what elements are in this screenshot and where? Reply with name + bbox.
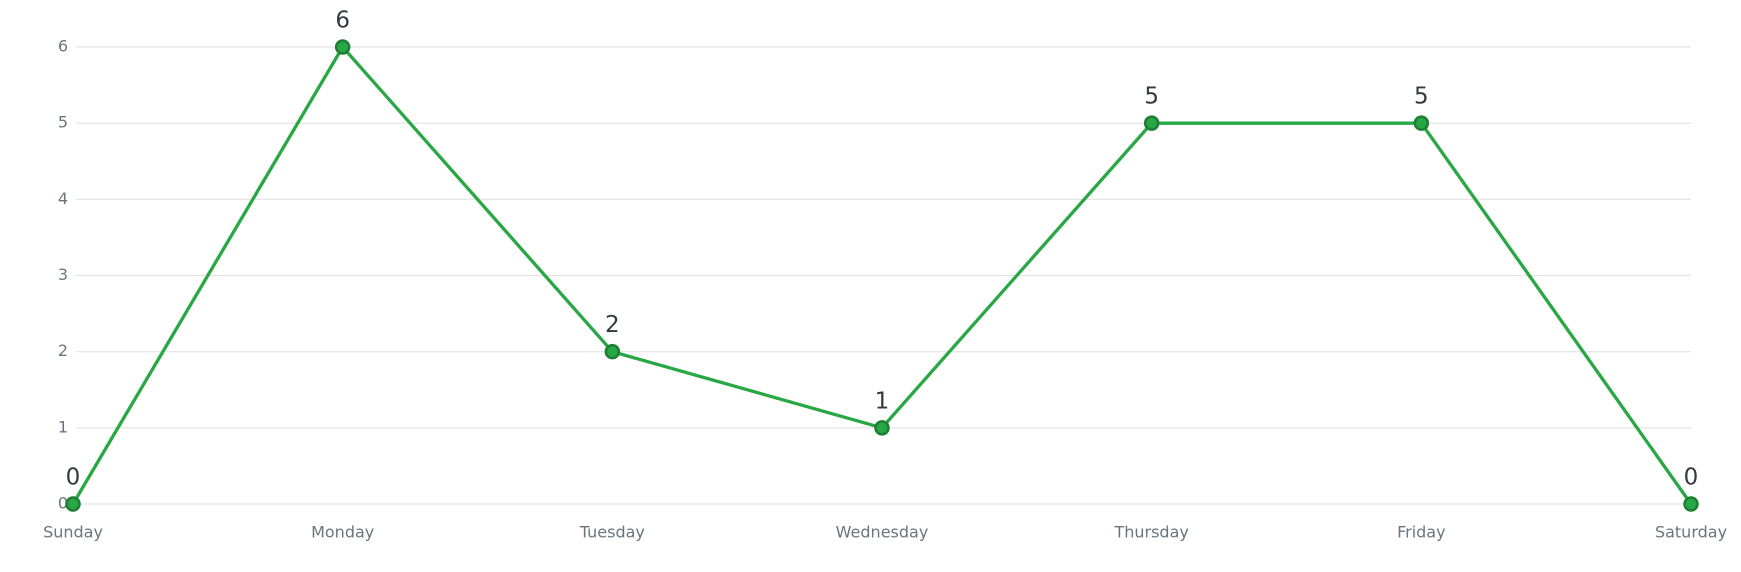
y-tick-label: 0 — [58, 494, 68, 513]
x-tick-label: Friday — [1397, 523, 1446, 542]
point — [65, 496, 81, 512]
x-tick-label: Monday — [311, 523, 374, 542]
point — [604, 343, 621, 360]
point — [1683, 496, 1699, 512]
y-tick-label: 5 — [58, 113, 68, 132]
point — [874, 420, 890, 436]
x-tick-label: Tuesday — [579, 523, 645, 542]
data-label: 0 — [1684, 465, 1699, 491]
data-label: 6 — [335, 8, 350, 34]
x-tick-label: Sunday — [43, 523, 103, 542]
x-tick-label: Wednesday — [836, 523, 929, 542]
data-label: 5 — [1144, 84, 1159, 110]
point — [1413, 115, 1430, 131]
data-label: 5 — [1414, 84, 1429, 110]
y-tick-label: 1 — [58, 417, 68, 436]
y-tick-label: 3 — [58, 265, 68, 284]
point — [1143, 115, 1160, 131]
y-tick-label: 2 — [58, 341, 68, 360]
y-tick-label: 6 — [58, 37, 68, 56]
data-label: 2 — [605, 312, 620, 338]
x-tick-label: Saturday — [1655, 523, 1727, 542]
y-tick-label: 4 — [58, 189, 68, 208]
x-tick-label: Thursday — [1113, 523, 1188, 542]
data-label: 1 — [875, 388, 890, 414]
point — [334, 39, 351, 55]
data-label: 0 — [66, 465, 81, 491]
